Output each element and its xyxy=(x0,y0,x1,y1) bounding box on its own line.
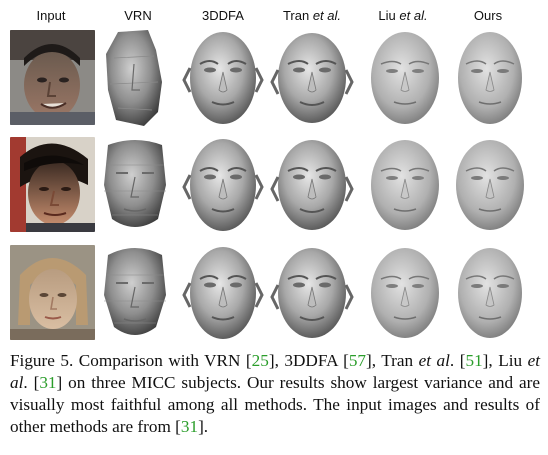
column-header-vrn: VRN xyxy=(124,8,152,23)
citation-link[interactable]: 31 xyxy=(180,417,199,436)
input-photo-subject-1 xyxy=(10,30,95,125)
figure-caption: Figure 5. Comparison with VRN [25], 3DDF… xyxy=(10,350,540,438)
vrn-mesh-subject-3 xyxy=(104,248,166,335)
tran-mesh-subject-2 xyxy=(270,140,354,230)
caption-text: ] on three MICC subjects. Our results sh… xyxy=(10,373,540,436)
caption-text: ], 3DDFA [ xyxy=(268,351,349,370)
caption-text: . [ xyxy=(23,373,40,392)
3ddfa-mesh-subject-2 xyxy=(182,139,264,231)
liu-mesh-subject-3 xyxy=(371,248,439,338)
3ddfa-mesh-subject-1 xyxy=(182,32,264,124)
caption-text: Figure 5. Comparison with VRN [ xyxy=(10,351,252,370)
caption-text: ], Tran xyxy=(366,351,419,370)
column-header-ours: Ours xyxy=(473,8,503,23)
column-header-tran-name: Tran xyxy=(282,8,313,23)
liu-mesh-subject-2 xyxy=(371,140,439,230)
input-photo-subject-3 xyxy=(10,245,95,340)
ours-mesh-subject-3 xyxy=(458,248,522,338)
column-header-liu: Liu et al. xyxy=(358,8,448,26)
input-photo-subject-2 xyxy=(10,137,95,232)
vrn-mesh-subject-2 xyxy=(104,140,166,227)
caption-text-italic: et al xyxy=(418,351,450,370)
caption-text: ]. xyxy=(198,417,209,436)
ours-mesh-subject-1 xyxy=(458,32,522,124)
tran-mesh-subject-1 xyxy=(270,33,354,123)
vrn-mesh-subject-1 xyxy=(106,30,162,126)
caption-text: ], Liu xyxy=(482,351,528,370)
tran-mesh-subject-3 xyxy=(270,248,354,338)
citation-link[interactable]: 51 xyxy=(465,351,483,370)
column-header-3ddfa: 3DDFA xyxy=(202,8,244,23)
3ddfa-mesh-subject-3 xyxy=(182,247,264,339)
caption-text-italic: et al xyxy=(10,351,540,392)
citation-link[interactable]: 31 xyxy=(39,373,57,392)
column-header-tran: Tran et al. xyxy=(262,8,362,26)
citation-link[interactable]: 25 xyxy=(251,351,269,370)
liu-mesh-subject-1 xyxy=(371,32,439,124)
caption-text: . [ xyxy=(449,351,466,370)
column-header-tran-etal: et al. xyxy=(312,8,342,23)
column-header-liu-etal: et al. xyxy=(399,8,428,23)
ours-mesh-subject-2 xyxy=(456,140,524,230)
column-header-liu-name: Liu xyxy=(378,8,400,23)
citation-link[interactable]: 57 xyxy=(348,351,367,370)
column-header-input: Input xyxy=(36,8,66,23)
